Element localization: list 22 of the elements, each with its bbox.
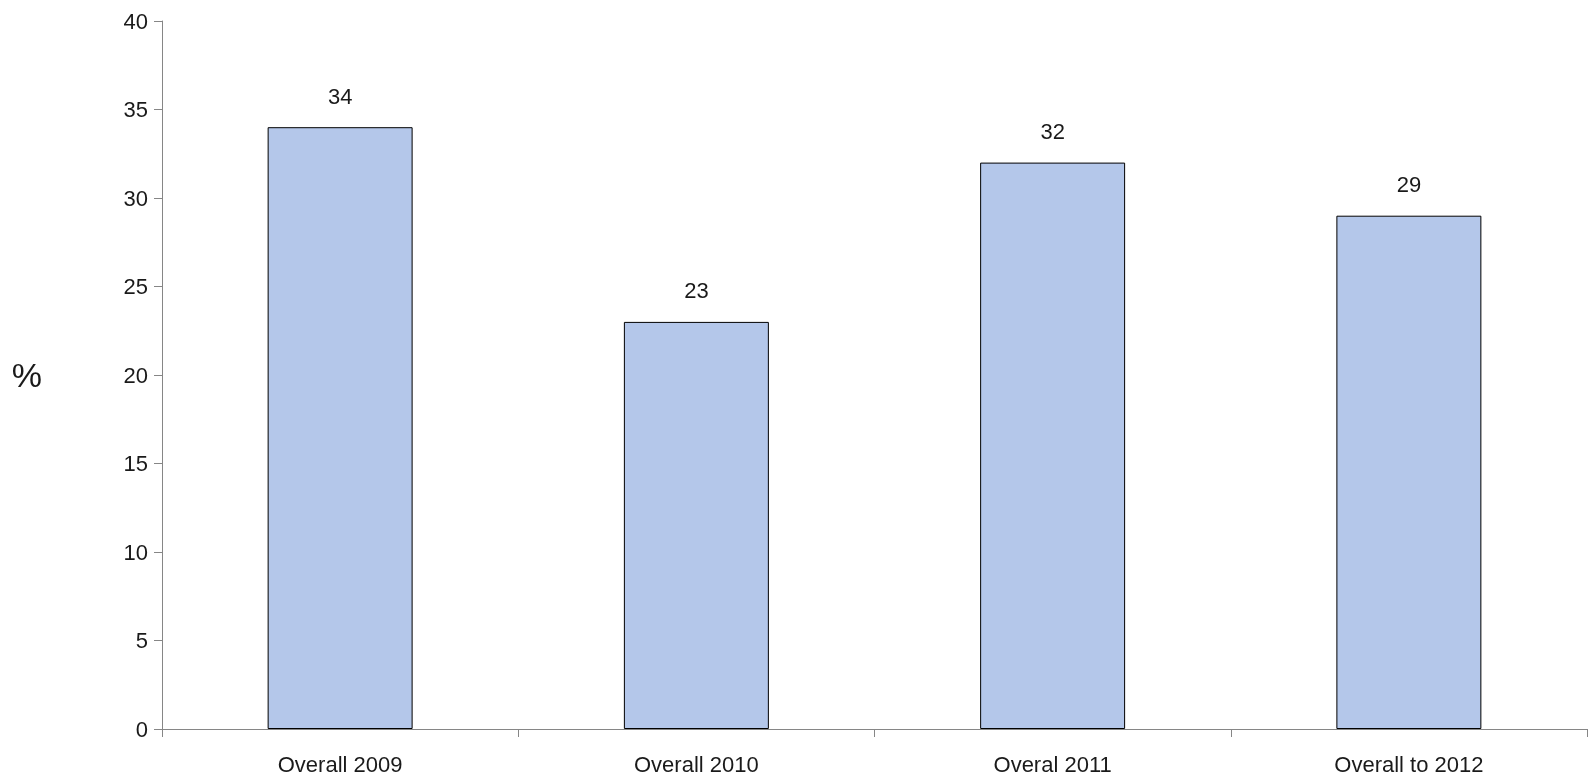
bar <box>980 162 1126 729</box>
x-tick-label: Overal 2011 <box>993 751 1112 775</box>
y-tick-label: 35 <box>123 97 148 122</box>
y-tick-label: 0 <box>135 716 148 742</box>
x-tick-label: Overall 2009 <box>277 751 403 775</box>
bar <box>267 127 413 729</box>
x-tick-label: Overall 2010 <box>634 751 759 775</box>
y-tick-label: 15 <box>123 451 148 476</box>
data-label: 32 <box>1040 119 1065 145</box>
y-tick-label: 40 <box>123 8 148 34</box>
data-label: 23 <box>684 278 709 304</box>
y-tick-label: 30 <box>123 185 148 211</box>
y-tick-label: 5 <box>135 628 148 653</box>
x-tick-label: Overall to 2012 <box>1334 751 1484 775</box>
data-label: 34 <box>327 83 353 109</box>
y-axis-title: % <box>11 356 42 394</box>
bar <box>623 321 769 729</box>
y-tick-label: 20 <box>123 362 148 388</box>
y-tick-label: 10 <box>123 539 148 565</box>
data-label: 29 <box>1396 172 1422 198</box>
bar <box>1336 215 1482 729</box>
y-tick-label: 25 <box>123 274 148 299</box>
